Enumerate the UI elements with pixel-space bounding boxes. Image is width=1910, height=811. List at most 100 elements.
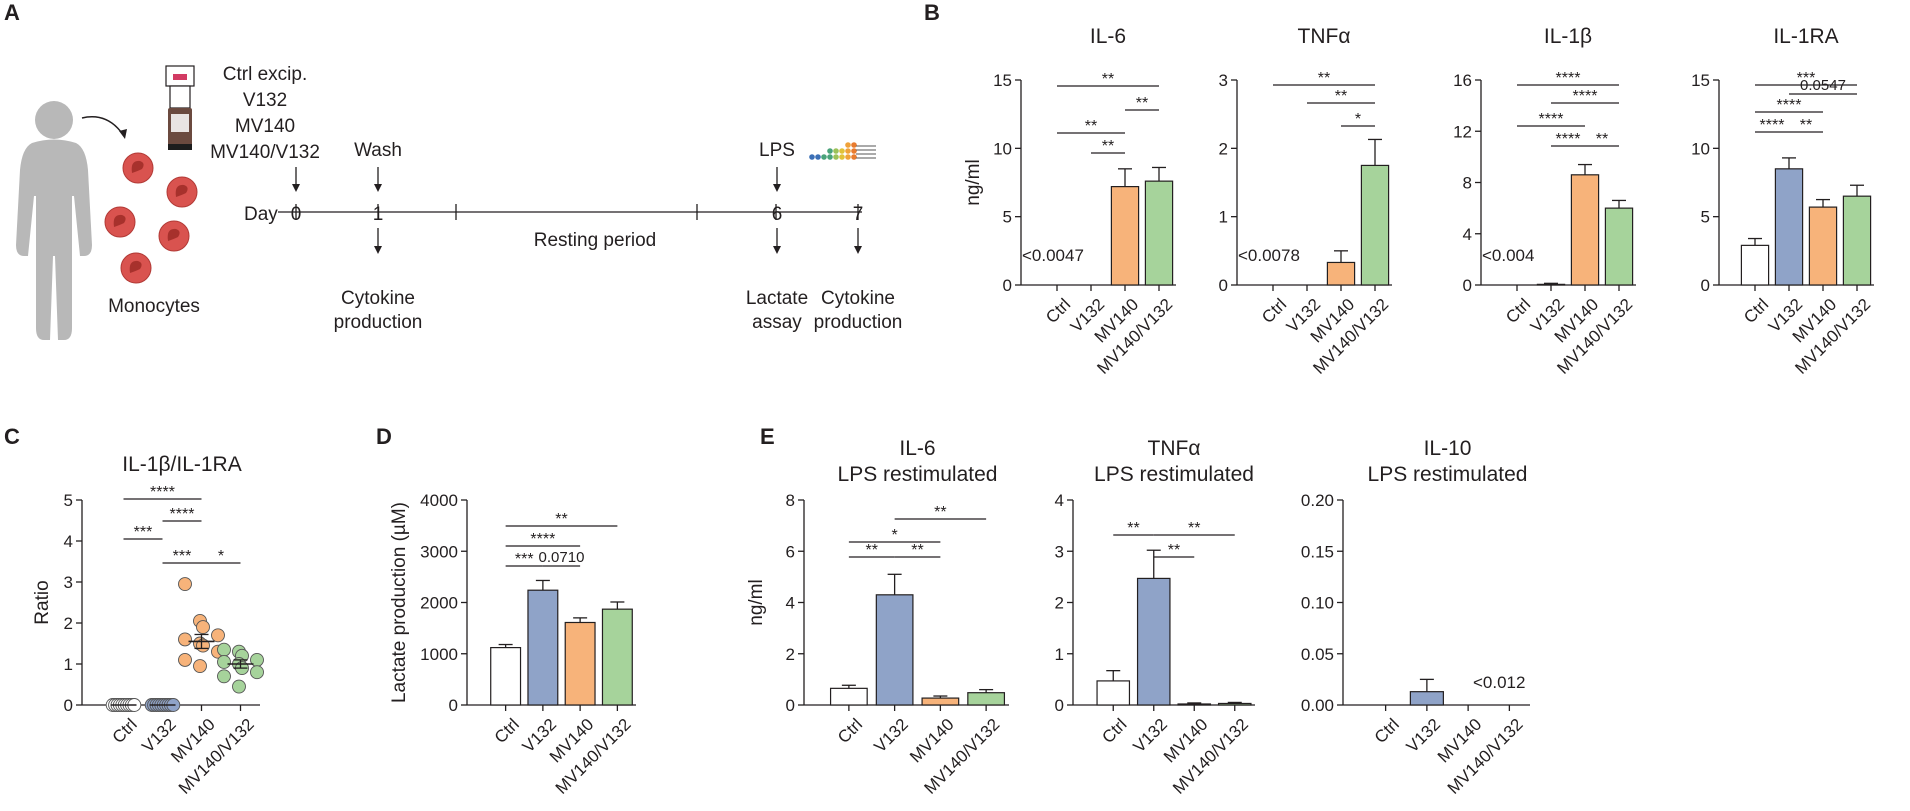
lps-bead [851,148,857,154]
vial-icon [165,65,195,150]
y-tick-label: 10 [993,139,1012,158]
data-point [178,577,192,591]
x-tick-label: Ctrl [1371,715,1403,747]
lps-bead [845,142,851,148]
timepoint-below-label: production [814,312,903,333]
bar-mv140-v132 [1842,195,1872,286]
chart-title: IL-1β [1544,25,1592,48]
monocyte-nucleus [131,160,144,173]
bar-mv140 [1177,703,1212,706]
lps-bead [815,154,821,160]
timepoint-below-label: Cytokine [341,288,415,309]
monocyte-cell-0 [122,152,154,184]
significance-label: ** [1102,138,1114,155]
panel-letter-b: B [924,0,940,25]
monocyte-nucleus [167,228,180,241]
panel-letter-c: C [4,424,20,449]
monocyte-cells-icon [104,152,198,284]
y-tick-label: 1000 [420,645,458,664]
charts: IL-6051015ng/mlCtrlV132MV140MV140/V132**… [32,25,1874,798]
y-tick-label: 2000 [420,594,458,613]
bar-ctrl [829,687,868,706]
arrowhead-icon [773,246,781,254]
y-tick-label: 4 [1463,225,1472,244]
data-point [196,620,210,635]
arrowhead-icon [374,246,382,254]
chart-c: IL-1β/IL-1RA012345RatioCtrlV132MV140MV14… [32,453,264,798]
x-tick-label: V132 [870,715,912,757]
bar-mv140 [1326,261,1356,286]
timepoint-above-label: LPS [759,140,795,161]
bar-ctrl [490,646,522,706]
data-point [178,652,192,667]
y-axis-label: Ratio [32,580,53,624]
lps-bead [851,154,857,160]
annotation: <0.0078 [1238,246,1300,265]
significance-label: ** [1102,71,1114,88]
monocyte-cell-4 [120,252,152,284]
bar-mv140-v132 [967,692,1006,706]
y-tick-label: 4 [786,594,795,613]
bar-v132 [1136,577,1171,706]
bar-ctrl [1096,680,1131,706]
chart-title: LPS restimulated [1094,463,1254,486]
panel-letter-e: E [760,424,775,449]
monocyte-nucleus [129,260,142,273]
significance-label: ** [1136,95,1148,112]
y-tick-label: 4 [1055,491,1064,510]
timepoint-below-label: production [334,312,423,333]
timeline-ticks [295,204,859,220]
y-tick-label: 3 [1219,71,1228,90]
chart-b1: IL-6051015ng/mlCtrlV132MV140MV140/V132**… [963,25,1176,378]
annotation: <0.012 [1473,673,1525,692]
day-number: 6 [772,204,783,225]
significance-label: ** [1800,117,1812,134]
timeline-timepoints: 0 1 Wash Cytokine production 6 LPS Lactate assay… [291,140,903,333]
y-axis-label: ng/ml [746,579,767,625]
y-axis-label: ng/ml [963,159,984,205]
data-point [193,659,207,673]
significance-label: **** [1556,70,1581,87]
timepoint-below-label: Lactate [746,288,808,309]
treatment-label: V132 [243,90,287,111]
arrowhead-icon [374,184,382,192]
y-tick-label: 0.00 [1301,696,1334,715]
significance-label: **** [150,484,175,501]
significance-label: *** [1797,70,1816,87]
x-tick-label: Ctrl [1098,715,1130,747]
y-tick-label: 6 [786,542,795,561]
y-tick-label: 0 [1055,696,1064,715]
significance-label: ** [911,542,923,559]
y-tick-label: 12 [1453,122,1472,141]
bar-mv140-v132 [1360,164,1390,286]
significance-label: *** [173,548,192,565]
significance-label: ** [1318,70,1330,87]
monocytes-label: Monocytes [108,296,200,317]
arrowhead-icon [119,129,127,139]
arrowhead-icon [854,246,862,254]
y-tick-label: 0 [64,696,73,715]
y-tick-label: 0.05 [1301,645,1334,664]
chart-b3: IL-1β0481216CtrlV132MV140MV140/V132*****… [1453,25,1636,378]
significance-label: ** [1188,520,1200,537]
y-tick-label: 0 [1219,276,1228,295]
bar-mv140 [1570,174,1600,286]
curved-arrow-icon [81,116,125,137]
chart-title: IL-1RA [1773,25,1838,48]
chart-title: IL-6 [899,437,935,460]
lps-bead [839,154,845,160]
y-tick-label: 0 [1003,276,1012,295]
significance-label: *** [515,551,534,568]
significance-label: * [892,527,898,544]
monocyte-cell-2 [104,206,136,238]
y-tick-label: 0 [1701,276,1710,295]
significance-label: **** [530,531,555,548]
significance-label: * [1355,111,1361,128]
lps-bead [821,154,827,160]
x-tick-label: Ctrl [109,715,141,747]
bar-mv140 [1808,206,1838,286]
resting-period-label: Resting period [534,230,657,251]
chart-title: IL-6 [1090,25,1126,48]
